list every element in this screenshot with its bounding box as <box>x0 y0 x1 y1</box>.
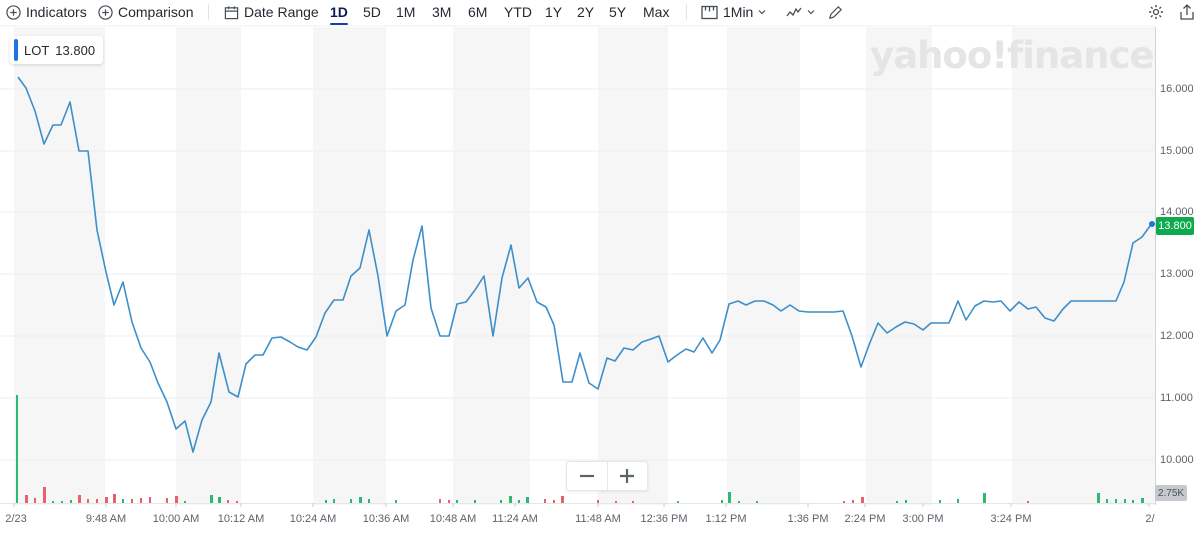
share-button[interactable] <box>1180 3 1194 21</box>
indicators-label: Indicators <box>26 4 87 20</box>
session-band <box>313 27 386 505</box>
x-tick: 10:12 AM <box>217 513 265 525</box>
pencil-icon <box>829 5 842 19</box>
x-tick: 1:12 PM <box>705 513 747 525</box>
range-tab-max[interactable]: Max <box>643 4 670 20</box>
indicators-button[interactable]: Indicators <box>6 3 87 21</box>
toolbar-divider <box>208 4 209 20</box>
zoom-in-button[interactable] <box>608 462 648 490</box>
y-tick: 16.000 <box>1160 83 1194 95</box>
y-tick: 11.000 <box>1160 392 1193 404</box>
x-tick: 10:24 AM <box>289 513 337 525</box>
range-tab-2y[interactable]: 2Y <box>577 4 595 20</box>
y-tick: 14.000 <box>1160 206 1194 218</box>
session-band <box>1012 27 1155 505</box>
range-tab-3m[interactable]: 3M <box>432 4 452 20</box>
x-tick: 3:00 PM <box>902 513 944 525</box>
session-band <box>14 27 105 505</box>
x-tick: 3:24 PM <box>990 513 1032 525</box>
x-tick: 1:36 PM <box>787 513 829 525</box>
y-tick: 13.000 <box>1160 268 1194 280</box>
x-tick: 11:24 AM <box>492 513 538 525</box>
comparison-label: Comparison <box>118 4 194 20</box>
calendar-icon <box>224 5 239 19</box>
minus-icon <box>579 474 594 478</box>
y-tick: 10.000 <box>1160 454 1194 466</box>
x-tick: 9:48 AM <box>85 513 127 525</box>
draw-button[interactable] <box>828 3 843 21</box>
x-tick: 2:24 PM <box>844 513 886 525</box>
chart-type-dropdown[interactable] <box>786 3 815 21</box>
zoom-out-button[interactable] <box>567 462 608 490</box>
chevron-down-icon <box>807 10 815 15</box>
session-band <box>176 27 241 505</box>
plus-circle-icon <box>6 4 21 20</box>
chart-zoom-controls <box>566 461 648 491</box>
yahoo-finance-watermark: yahoo!finance <box>870 34 1155 77</box>
legend-value: 13.800 <box>55 42 96 58</box>
range-tab-5y[interactable]: 5Y <box>609 4 627 20</box>
x-tick: 12:36 PM <box>640 513 688 525</box>
volume-max-tag: 2.75K <box>1155 485 1187 501</box>
x-tick: 2/23 <box>5 513 27 525</box>
x-tick: 10:00 AM <box>152 513 200 525</box>
chart-toolbar: Indicators Comparison Date Range 1D 5D 1… <box>0 0 1200 25</box>
y-tick: 15.000 <box>1160 145 1194 157</box>
interval-dropdown[interactable]: 1Min <box>701 3 766 21</box>
ruler-icon <box>701 5 718 19</box>
current-price-tag: 13.800 <box>1156 217 1194 235</box>
x-tick: 10:36 AM <box>362 513 410 525</box>
plus-icon <box>620 469 635 483</box>
x-tick: 10:48 AM <box>429 513 477 525</box>
session-band <box>598 27 668 505</box>
series-legend[interactable]: LOT 13.800 <box>10 36 104 64</box>
toolbar-shadow <box>0 25 1155 27</box>
comparison-button[interactable]: Comparison <box>98 3 193 21</box>
interval-label: 1Min <box>723 4 754 20</box>
x-tick: 2/ <box>1145 513 1155 525</box>
chart-canvas[interactable] <box>0 27 1155 505</box>
gear-icon <box>1149 5 1163 19</box>
range-tab-1d[interactable]: 1D <box>330 4 348 25</box>
date-range-button[interactable]: Date Range <box>224 3 319 21</box>
session-band <box>866 27 932 505</box>
line-chart-icon <box>786 7 802 17</box>
legend-symbol: LOT <box>24 42 50 58</box>
share-icon <box>1180 4 1194 20</box>
settings-button[interactable] <box>1148 3 1164 21</box>
range-tab-1m[interactable]: 1M <box>396 4 416 20</box>
range-tab-5d[interactable]: 5D <box>363 4 381 20</box>
chevron-down-icon <box>758 10 766 15</box>
session-band <box>453 27 530 505</box>
y-tick: 12.000 <box>1160 330 1194 342</box>
date-range-label: Date Range <box>244 4 319 20</box>
y-axis-line <box>1155 27 1156 505</box>
range-tab-1y[interactable]: 1Y <box>545 4 563 20</box>
range-tab-6m[interactable]: 6M <box>468 4 488 20</box>
x-tick: 11:48 AM <box>575 513 621 525</box>
toolbar-divider <box>686 4 687 20</box>
range-tab-ytd[interactable]: YTD <box>504 4 532 20</box>
session-band <box>727 27 800 505</box>
plus-circle-icon <box>98 4 113 20</box>
